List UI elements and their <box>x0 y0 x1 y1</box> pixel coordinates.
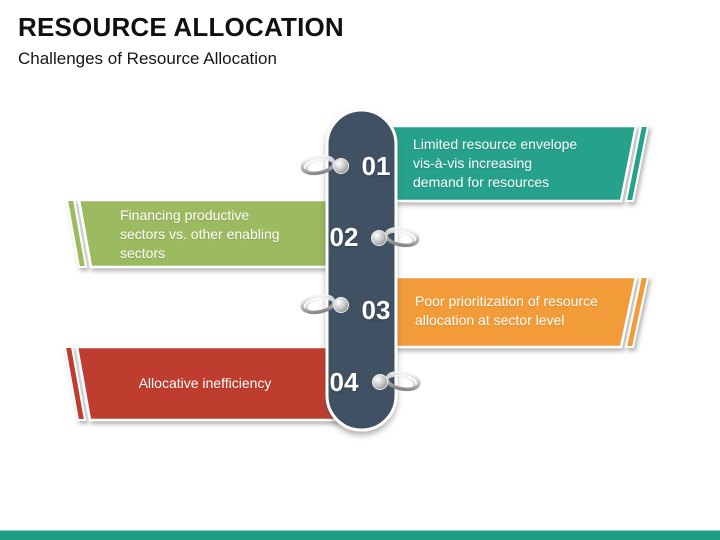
step-number-02: 02 <box>329 222 359 252</box>
banner-02-line: Financing productive <box>120 207 250 223</box>
step-number-03: 03 <box>361 295 391 325</box>
banner-01 <box>358 124 650 203</box>
banner-02 <box>65 198 362 269</box>
timeline-pill <box>325 108 398 432</box>
banner-02-text: Financing productive sectors vs. other e… <box>120 206 335 263</box>
binder-ring-02-icon <box>371 226 420 248</box>
banner-03-line: allocation at sector level <box>415 312 565 328</box>
binder-ring-04-icon <box>372 370 421 392</box>
banner-04-text: Allocative inefficiency <box>79 347 331 420</box>
banner-04 <box>63 345 362 422</box>
step-number-01: 01 <box>361 151 391 181</box>
binder-ring-01-icon <box>300 154 349 176</box>
page-subtitle: Challenges of Resource Allocation <box>18 49 277 68</box>
banner-01-line: Limited resource envelope <box>413 136 578 152</box>
binder-ring-03-icon <box>300 293 349 315</box>
banner-02-tail <box>65 199 88 268</box>
banner-01-line: demand for resources <box>413 174 550 190</box>
banner-01-line: vis-à-vis increasing <box>413 155 533 171</box>
banner-02-line: sectors <box>120 245 166 261</box>
banner-04-line: Allocative inefficiency <box>138 375 272 391</box>
step-number-04: 04 <box>329 367 359 397</box>
banner-03-tail <box>624 276 650 348</box>
footer-accent-bar <box>0 530 720 540</box>
banner-03-line: Poor prioritization of resource <box>415 293 598 309</box>
banner-01-text: Limited resource envelope vis-à-vis incr… <box>413 135 638 192</box>
banner-04-tail <box>63 346 87 421</box>
banner-03-text: Poor prioritization of resource allocati… <box>415 292 645 330</box>
page-title: RESOURCE ALLOCATION <box>18 12 344 42</box>
banner-01-tail <box>624 125 650 202</box>
banner-02-line: sectors vs. other enabling <box>120 226 280 242</box>
